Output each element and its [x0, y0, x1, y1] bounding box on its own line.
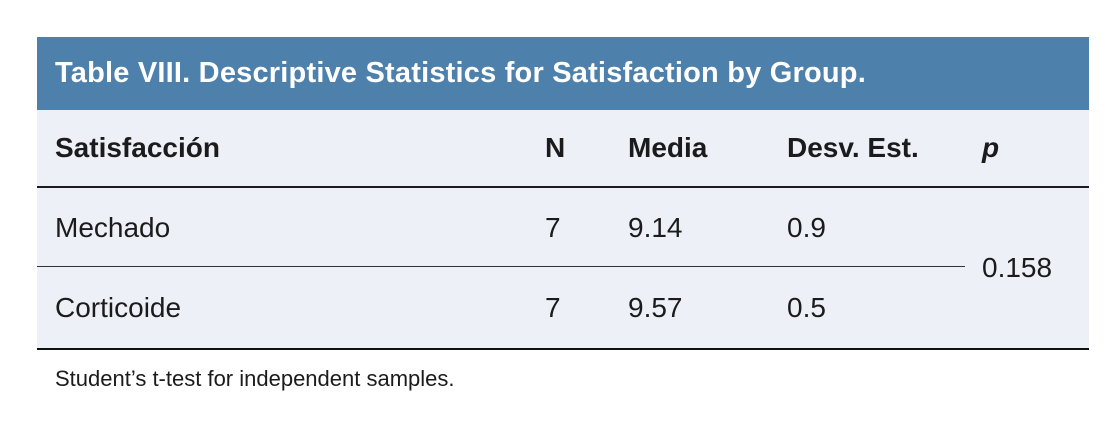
- cell-media: 9.14: [628, 212, 683, 243]
- cell-n: 7: [545, 291, 561, 323]
- table-body: Satisfacción N Media Desv. Est. p Mechad…: [37, 110, 1089, 350]
- row-divider: [37, 266, 965, 267]
- row-label: Corticoide: [55, 291, 182, 323]
- table-row-mechado: Mechado 7 9.14 0.9: [37, 190, 1089, 266]
- table-footnote: Student’s t-test for independent samples…: [55, 366, 455, 391]
- row-label: Mechado: [55, 212, 171, 243]
- cell-desv-est: 0.9: [787, 212, 826, 243]
- p-value: 0.158: [982, 252, 1053, 283]
- table-row-corticoide: Corticoide 7 9.57 0.5: [37, 267, 1089, 348]
- statistics-table: Table VIII. Descriptive Statistics for S…: [37, 37, 1089, 350]
- column-header-desv-est: Desv. Est.: [787, 132, 919, 163]
- cell-media: 9.57: [628, 291, 683, 323]
- column-header-p: p: [982, 132, 1000, 163]
- column-header-satisfaccion: Satisfacción: [55, 132, 220, 163]
- table-title-bar: Table VIII. Descriptive Statistics for S…: [37, 37, 1089, 110]
- column-header-media: Media: [628, 132, 708, 163]
- table-title: Table VIII. Descriptive Statistics for S…: [55, 57, 866, 89]
- cell-n: 7: [545, 212, 561, 243]
- cell-desv-est: 0.5: [787, 291, 826, 323]
- column-header-n: N: [545, 132, 566, 163]
- table-header-row: Satisfacción N Media Desv. Est. p: [37, 110, 1089, 188]
